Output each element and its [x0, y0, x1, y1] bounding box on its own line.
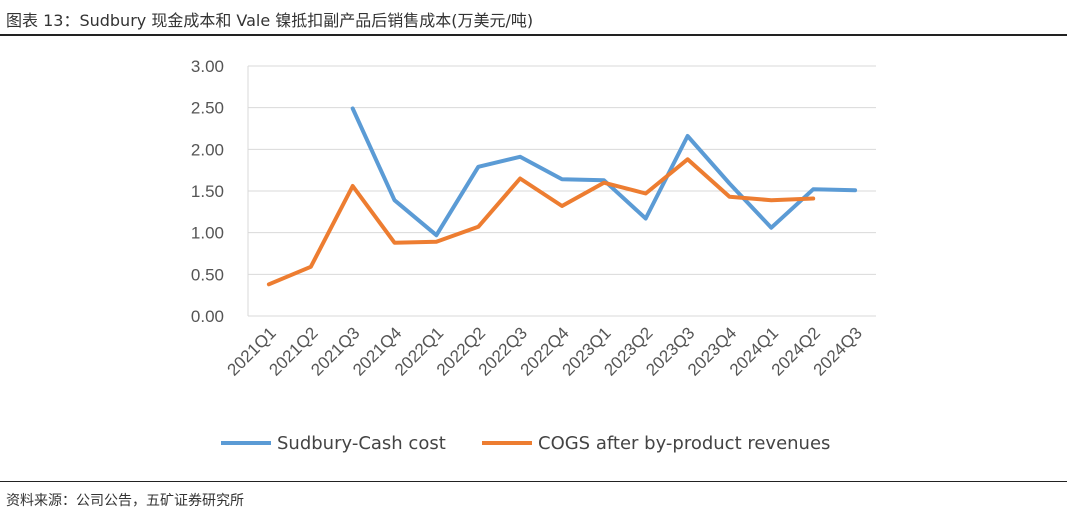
y-tick-label: 2.00 — [191, 140, 224, 159]
legend-label-1: Sudbury-Cash cost — [277, 433, 446, 454]
y-tick-label: 2.50 — [191, 99, 224, 118]
y-axis-ticks: 0.00 0.50 1.00 1.50 2.00 2.50 3.00 — [191, 57, 224, 326]
legend: Sudbury-Cash cost COGS after by-product r… — [221, 433, 830, 454]
series-line-2 — [266, 157, 816, 287]
y-tick-label: 0.50 — [191, 265, 224, 284]
y-tick-label: 3.00 — [191, 57, 224, 76]
grid-lines — [247, 65, 876, 317]
y-tick-label: 0.00 — [191, 307, 224, 326]
x-axis-ticks: 2021Q12021Q22021Q32021Q42022Q12022Q22022… — [224, 323, 866, 379]
y-tick-label: 1.50 — [191, 182, 224, 201]
bottom-divider — [0, 481, 1067, 482]
series-lines — [266, 106, 858, 287]
legend-label-2: COGS after by-product revenues — [538, 433, 830, 454]
series-line-1 — [350, 106, 858, 238]
source-note: 资料来源：公司公告，五矿证券研究所 — [6, 493, 244, 509]
top-divider — [0, 34, 1067, 36]
figure-title: 图表 13：Sudbury 现金成本和 Vale 镍抵扣副产品后销售成本(万美元… — [6, 11, 534, 30]
y-tick-label: 1.00 — [191, 224, 224, 243]
